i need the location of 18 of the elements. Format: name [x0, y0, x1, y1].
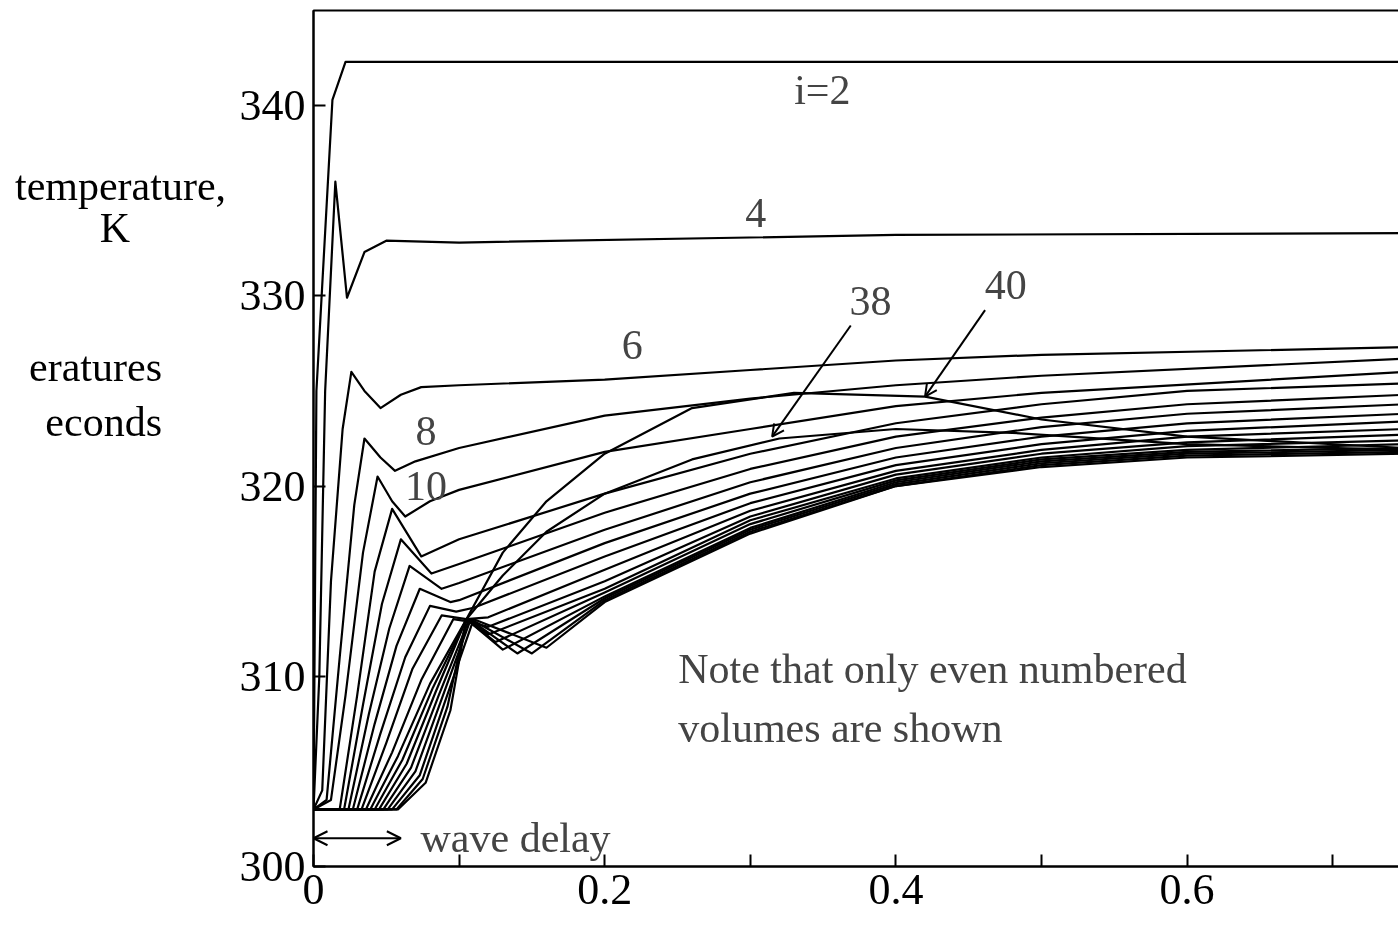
- y-tick-label: 310: [239, 651, 306, 701]
- annotation: Note that only even numbered volumes are shown: [678, 645, 1187, 752]
- text: eratures econds: [29, 343, 162, 447]
- annotation: 10: [404, 462, 447, 509]
- y-axis-title: temperature, K: [15, 163, 227, 251]
- y-tick-label: 330: [239, 271, 306, 321]
- x-tick-label: 0.6: [1159, 864, 1215, 914]
- annotation: i=2: [794, 67, 851, 114]
- x-tick-label: 0.2: [577, 864, 633, 914]
- annotation: 6: [621, 322, 643, 369]
- x-tick-label: 0.4: [868, 864, 924, 914]
- annotation: 8: [415, 407, 437, 454]
- annotation: 4: [745, 189, 767, 236]
- annotation: 40: [984, 262, 1027, 309]
- annotation: wave delay: [420, 815, 611, 862]
- annotation: 38: [849, 277, 892, 324]
- y-tick-label: 340: [239, 81, 306, 131]
- y-tick-label: 320: [239, 461, 306, 511]
